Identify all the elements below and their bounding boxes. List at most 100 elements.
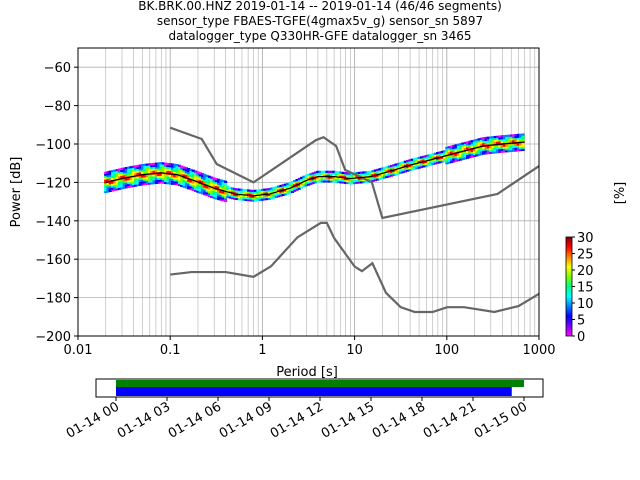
- density-cell: [470, 140, 474, 143]
- density-cell: [200, 192, 205, 195]
- density-cell: [376, 178, 380, 181]
- density-cell: [233, 197, 237, 200]
- density-cell: [131, 169, 136, 172]
- density-cell: [431, 153, 435, 156]
- density-cell: [392, 169, 396, 173]
- density-cell: [138, 183, 142, 186]
- density-cell: [362, 171, 366, 174]
- density-cell: [191, 181, 195, 184]
- density-cell: [376, 170, 380, 173]
- density-cell: [484, 146, 488, 149]
- density-cell: [230, 197, 235, 200]
- density-cell: [355, 172, 359, 175]
- density-cell: [505, 140, 509, 143]
- density-cell: [207, 187, 212, 190]
- density-cell: [143, 165, 147, 168]
- density-cell: [217, 184, 221, 187]
- density-cell: [323, 170, 327, 173]
- noise-model-nhnm: [169, 126, 540, 220]
- density-cell: [141, 167, 145, 171]
- density-cell: [242, 196, 246, 199]
- density-cell: [433, 156, 437, 159]
- density-cell: [200, 178, 205, 182]
- density-cell: [207, 175, 212, 178]
- density-cell: [117, 174, 122, 177]
- density-cell: [519, 143, 523, 146]
- density-cell: [152, 162, 156, 166]
- density-cell: [334, 178, 338, 181]
- density-cell: [189, 168, 193, 172]
- density-cell: [346, 180, 350, 183]
- density-cell: [438, 157, 442, 160]
- density-cell: [217, 190, 221, 193]
- density-cell: [106, 184, 110, 187]
- density-cell: [159, 165, 163, 169]
- density-cell: [505, 136, 509, 139]
- density-cell: [212, 181, 216, 184]
- density-cell: [318, 176, 322, 179]
- density-cell: [217, 192, 221, 195]
- density-cell: [486, 142, 490, 145]
- density-cell: [136, 172, 140, 175]
- density-cell: [147, 169, 152, 172]
- density-cell: [131, 177, 136, 180]
- density-cell: [376, 176, 380, 179]
- density-cell: [235, 188, 239, 191]
- time-tick-label: 01-14 06: [166, 399, 224, 441]
- density-cell: [394, 167, 398, 170]
- density-cell: [325, 172, 329, 175]
- density-cell: [461, 157, 465, 161]
- density-cell: [313, 177, 318, 180]
- density-cell: [366, 174, 371, 177]
- density-cell: [373, 171, 378, 174]
- density-cell: [134, 182, 138, 185]
- density-cell: [173, 163, 177, 166]
- density-cell: [115, 172, 119, 176]
- density-cell: [203, 175, 207, 179]
- density-cell: [221, 183, 225, 187]
- density-cell: [516, 133, 520, 137]
- density-cell: [415, 167, 419, 170]
- density-cell: [507, 134, 511, 137]
- density-cell: [267, 197, 272, 200]
- density-cell: [161, 166, 165, 169]
- density-cell: [168, 168, 172, 172]
- density-cell: [323, 172, 327, 175]
- density-cell: [226, 189, 230, 193]
- density-cell: [182, 185, 186, 188]
- density-cell: [228, 192, 232, 195]
- density-cell: [334, 176, 338, 179]
- density-cell: [244, 191, 248, 194]
- density-cell: [120, 181, 124, 184]
- density-cell: [187, 179, 191, 182]
- plot-frame: [77, 47, 540, 337]
- density-cell: [389, 170, 394, 173]
- density-cell: [120, 179, 124, 182]
- density-cell: [339, 175, 343, 178]
- density-cell: [440, 150, 444, 154]
- density-cell: [346, 172, 350, 175]
- density-cell: [440, 158, 444, 161]
- density-cell: [362, 179, 366, 182]
- density-cell: [173, 177, 177, 180]
- density-cell: [366, 176, 371, 179]
- density-cell: [143, 179, 147, 182]
- density-cell: [127, 168, 131, 171]
- density-cell: [187, 181, 191, 184]
- density-cell: [472, 143, 477, 146]
- density-cell: [189, 180, 193, 183]
- density-cell: [237, 196, 242, 199]
- density-cell: [424, 158, 428, 162]
- density-cell: [357, 177, 361, 180]
- density-cell: [512, 147, 516, 150]
- density-cell: [203, 185, 207, 188]
- density-cell: [113, 175, 117, 178]
- density-cell: [371, 175, 375, 179]
- density-cell: [415, 161, 419, 164]
- density-cell: [288, 188, 292, 191]
- density-cell: [260, 190, 265, 193]
- density-cell: [122, 178, 126, 182]
- density-cell: [486, 148, 490, 151]
- density-cell: [399, 171, 403, 174]
- density-cell: [440, 152, 444, 155]
